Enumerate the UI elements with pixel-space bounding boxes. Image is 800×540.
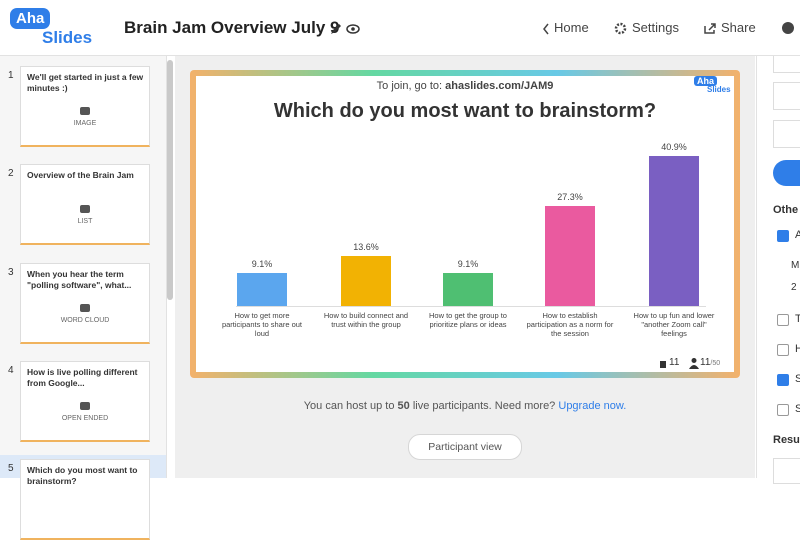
icon	[782, 22, 794, 34]
notice-text: live participants. Need more?	[412, 400, 556, 412]
value-label: 40.9%	[661, 142, 687, 152]
type-icon	[80, 205, 90, 213]
reaction-count: 11	[669, 357, 680, 368]
bar	[545, 205, 595, 306]
nav-home[interactable]: Home	[554, 20, 589, 35]
checkbox-label: S	[795, 373, 800, 385]
scrollbar[interactable]	[167, 60, 173, 300]
input[interactable]	[773, 458, 800, 484]
type-icon	[80, 304, 90, 312]
bar	[341, 256, 391, 306]
question: Which do you most want to brainstorm?	[273, 100, 657, 122]
notice: You can host up to 50 live participants.…	[175, 400, 755, 412]
logo[interactable]: Aha	[10, 8, 51, 29]
category-label: How to get more participants to share ou…	[221, 311, 303, 338]
value-label: 9.1%	[251, 258, 273, 269]
slide-thumbnail[interactable]: When you hear the term "polling software…	[20, 263, 150, 344]
button[interactable]	[773, 160, 800, 186]
join-url: ahaslides.com/JAM9	[445, 80, 554, 92]
bar	[443, 272, 493, 306]
checkbox-label: S	[795, 403, 800, 415]
slide-list: 1 We'll get started in just a few minutes…	[0, 56, 173, 540]
participant-view-button[interactable]: Participant view	[408, 434, 522, 460]
baseline	[236, 306, 706, 307]
join-info: To join, go to: ahaslides.com/JAM9	[196, 80, 734, 92]
icon	[704, 23, 716, 34]
header: Aha Slides Brain Jam Overview July 9 Hom…	[0, 0, 800, 56]
icon	[614, 22, 627, 35]
category-label: How to build connect and trust within th…	[323, 311, 409, 329]
checkbox[interactable]	[777, 374, 789, 386]
slide-logo: Aha	[694, 76, 718, 86]
value-label: 27.3%	[557, 191, 583, 202]
value-label: 13.6%	[353, 242, 379, 253]
slide-title: When you hear the term "polling software…	[27, 269, 132, 290]
slide-number: 4	[8, 365, 14, 376]
field-label: M	[791, 260, 800, 271]
type-icon	[80, 107, 90, 115]
participants: 11	[700, 357, 711, 368]
notice-number: 50	[397, 400, 410, 412]
nav-share[interactable]: Share	[721, 20, 756, 35]
checkbox[interactable]	[777, 344, 789, 356]
slide-thumbnail[interactable]: How is live polling different from Googl…	[20, 361, 150, 442]
join-prefix: To join, go to:	[376, 80, 443, 92]
slide-type: WORD CLOUD	[60, 317, 110, 324]
checkbox[interactable]	[777, 314, 789, 326]
capacity: /50	[710, 360, 721, 367]
slide-type: OPEN ENDED	[61, 415, 109, 422]
slide: To join, go to: ahaslides.com/JAM9 Aha S…	[196, 76, 734, 372]
presentation-title[interactable]: Brain Jam Overview July 9	[124, 18, 340, 37]
slide-number: 1	[8, 70, 14, 81]
icon	[660, 361, 666, 368]
checkbox-label: T	[795, 313, 800, 325]
button-label: Participant view	[428, 441, 502, 453]
bar	[237, 272, 287, 306]
checkbox[interactable]	[777, 230, 789, 242]
slide-title: Which do you most want to brainstorm?	[27, 465, 138, 486]
logo[interactable]: Slides	[42, 28, 93, 47]
checkbox[interactable]	[777, 404, 789, 416]
section-title: Othe	[773, 204, 799, 216]
slide-thumbnail[interactable]: Overview of the Brain Jam LIST	[20, 164, 150, 245]
settings-panel: Othe M 2 Resu A T H S S	[756, 56, 800, 484]
slide-title: Overview of the Brain Jam	[27, 170, 134, 180]
nav-settings[interactable]: Settings	[632, 20, 679, 35]
section-title: Resu	[773, 434, 800, 446]
slide-title: How is live polling different from Googl…	[27, 367, 138, 388]
category-label: How to up fun and lower "another Zoom ca…	[633, 311, 715, 338]
title-icons[interactable]	[330, 22, 362, 36]
slide-number: 2	[8, 168, 14, 179]
category-label: How to get the group to prioritize plans…	[429, 311, 507, 329]
slide-number: 5	[8, 463, 14, 474]
slide-title: We'll get started in just a few minutes …	[27, 72, 144, 93]
input[interactable]	[773, 56, 800, 73]
upgrade-link[interactable]: Upgrade now.	[558, 400, 627, 412]
bar	[649, 156, 699, 306]
participant-count: 11/50	[700, 357, 720, 368]
field-value: 2	[791, 282, 797, 293]
category-label: How to establish participation as a norm…	[526, 311, 614, 338]
input[interactable]	[773, 82, 800, 110]
chart: 9.1% How to get more participants to shar…	[196, 76, 734, 372]
notice-text: You can host up to	[303, 400, 395, 412]
slide-thumbnail[interactable]: We'll get started in just a few minutes …	[20, 66, 150, 147]
checkbox-label: H	[795, 343, 800, 355]
slide-thumbnail[interactable]: Which do you most want to brainstorm?	[20, 459, 150, 540]
type-icon	[80, 402, 90, 410]
slide-type: IMAGE	[73, 120, 97, 127]
input[interactable]	[773, 120, 800, 148]
slide-number: 3	[8, 267, 14, 278]
value-label: 9.1%	[457, 258, 479, 269]
slide-type: LIST	[77, 218, 93, 225]
slide-logo: Slides	[707, 85, 731, 94]
icon	[689, 358, 699, 369]
icon	[543, 23, 549, 35]
checkbox-label: A	[795, 229, 800, 241]
